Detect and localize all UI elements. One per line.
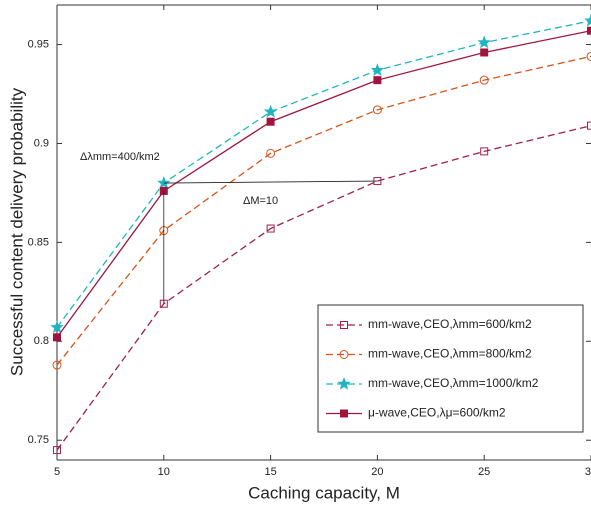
marker xyxy=(587,26,591,35)
y-axis-label: Successful content delivery probability xyxy=(7,87,26,376)
annotation: Δλmm=400/km2 xyxy=(80,151,160,163)
marker xyxy=(587,121,591,130)
marker xyxy=(372,105,382,115)
annotation-line xyxy=(163,180,378,184)
y-tick-label: 0.9 xyxy=(34,137,49,149)
legend-marker xyxy=(339,350,349,359)
marker xyxy=(584,13,591,27)
legend-marker xyxy=(340,409,348,418)
x-axis-label: Caching capacity, M xyxy=(248,483,400,502)
legend-text: mm-wave,CEO,λmm=1000/km2 xyxy=(368,376,539,390)
annotation: ΔM=10 xyxy=(243,195,278,207)
line xyxy=(56,30,591,338)
marker xyxy=(266,117,275,126)
x-tick-label: 15 xyxy=(264,466,276,478)
y-tick-label: 0.8 xyxy=(34,335,49,347)
marker xyxy=(52,360,62,370)
marker xyxy=(50,320,64,334)
x-tick-label: 5 xyxy=(54,466,60,478)
marker xyxy=(157,175,171,189)
marker xyxy=(53,333,61,342)
y-tick-label: 0.95 xyxy=(28,38,49,50)
legend-text: mm-wave,CEO,λmm=600/km2 xyxy=(368,317,532,331)
line xyxy=(56,55,591,366)
legend: mm-wave,CEO,λmm=600/km2 mm-wave,CEO,λmm=8… xyxy=(317,304,584,433)
marker xyxy=(370,63,385,76)
legend-text: μ-wave,CEO,λμ=600/km2 xyxy=(368,406,506,420)
series xyxy=(50,13,591,334)
y-tick-label: 0.75 xyxy=(28,434,49,446)
marker xyxy=(266,148,276,158)
y-tick-label: 0.85 xyxy=(28,236,49,248)
legend-marker xyxy=(337,376,351,390)
marker xyxy=(480,147,489,156)
x-tick-label: 10 xyxy=(158,466,170,478)
marker xyxy=(263,104,278,118)
legend-box xyxy=(317,304,584,433)
marker xyxy=(477,35,491,49)
line xyxy=(56,20,591,328)
x-tick-label: 25 xyxy=(478,466,490,478)
x-tick-label: 30 xyxy=(585,466,591,478)
series xyxy=(53,121,591,455)
marker xyxy=(586,51,591,61)
legend-marker xyxy=(340,321,348,329)
marker xyxy=(480,48,489,57)
marker xyxy=(373,76,382,85)
marker xyxy=(53,446,61,455)
legend-text: mm-wave,CEO,λmm=800/km2 xyxy=(368,347,532,361)
x-tick-label: 20 xyxy=(371,466,383,478)
marker xyxy=(266,224,275,233)
marker xyxy=(479,75,489,85)
